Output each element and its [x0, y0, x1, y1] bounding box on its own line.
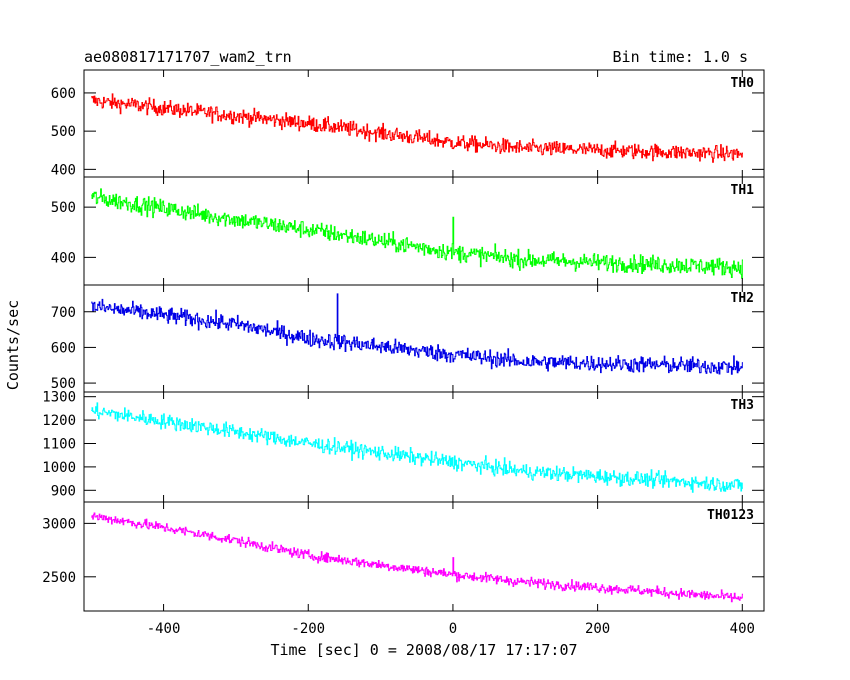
- y-tick-label: 900: [51, 483, 76, 499]
- y-tick-label: 600: [51, 340, 76, 356]
- y-tick-label: 500: [51, 200, 76, 216]
- x-tick-label: -200: [291, 621, 325, 637]
- x-tick-label: 400: [730, 621, 755, 637]
- y-tick-label: 2500: [42, 570, 76, 586]
- y-tick-label: 1200: [42, 413, 76, 429]
- y-tick-label: 1000: [42, 460, 76, 476]
- y-tick-label: 700: [51, 305, 76, 321]
- panel-label-th0123: TH0123: [707, 508, 754, 523]
- y-tick-label: 600: [51, 86, 76, 102]
- panel-frame: [83, 69, 765, 178]
- chart-title: ae080817171707_wam2_trn: [84, 48, 292, 66]
- y-tick-label: 1300: [42, 390, 76, 406]
- x-axis-label: Time [sec] 0 = 2008/08/17 17:17:07: [270, 641, 577, 659]
- y-axis-label: Counts/sec: [4, 300, 22, 390]
- series-line-th0: [91, 93, 743, 163]
- y-tick-label: 500: [51, 124, 76, 140]
- panel-label-th2: TH2: [731, 291, 754, 306]
- y-tick-label: 400: [51, 162, 76, 178]
- panel-label-th3: TH3: [731, 398, 754, 413]
- series-line-th0123: [91, 512, 743, 603]
- bin-time-label: Bin time: 1.0 s: [613, 48, 748, 66]
- panel-th1: 400 500 TH1: [51, 176, 765, 286]
- panel-frame: [83, 501, 765, 612]
- series-line-th3: [91, 402, 743, 493]
- panel-label-th0: TH0: [731, 76, 755, 91]
- x-tick-label: -400: [147, 621, 181, 637]
- y-tick-label: 400: [51, 250, 76, 266]
- series-line-th2: [91, 293, 743, 375]
- x-tick-label: 0: [449, 621, 457, 637]
- panels-group: 400 500 600 TH0 400 500 TH1 500 600 700 TH2 900 1000…: [42, 69, 765, 612]
- x-tick-label: 200: [585, 621, 610, 637]
- panel-frame: [83, 391, 765, 503]
- panel-th0: 400 500 600 TH0: [51, 69, 765, 178]
- panel-th3: 900 1000 1100 1200 1300 TH3: [42, 390, 765, 503]
- y-tick-label: 1100: [42, 436, 76, 452]
- y-tick-label: 500: [51, 376, 76, 392]
- y-tick-label: 3000: [42, 516, 76, 532]
- series-line-th1: [91, 188, 743, 279]
- panel-frame: [83, 284, 765, 393]
- x-axis: -400 -200 0 200 400: [147, 621, 755, 637]
- panel-label-th1: TH1: [731, 183, 755, 198]
- panel-th0123: 2500 3000 TH0123: [42, 501, 765, 612]
- panel-th2: 500 600 700 TH2: [51, 284, 765, 393]
